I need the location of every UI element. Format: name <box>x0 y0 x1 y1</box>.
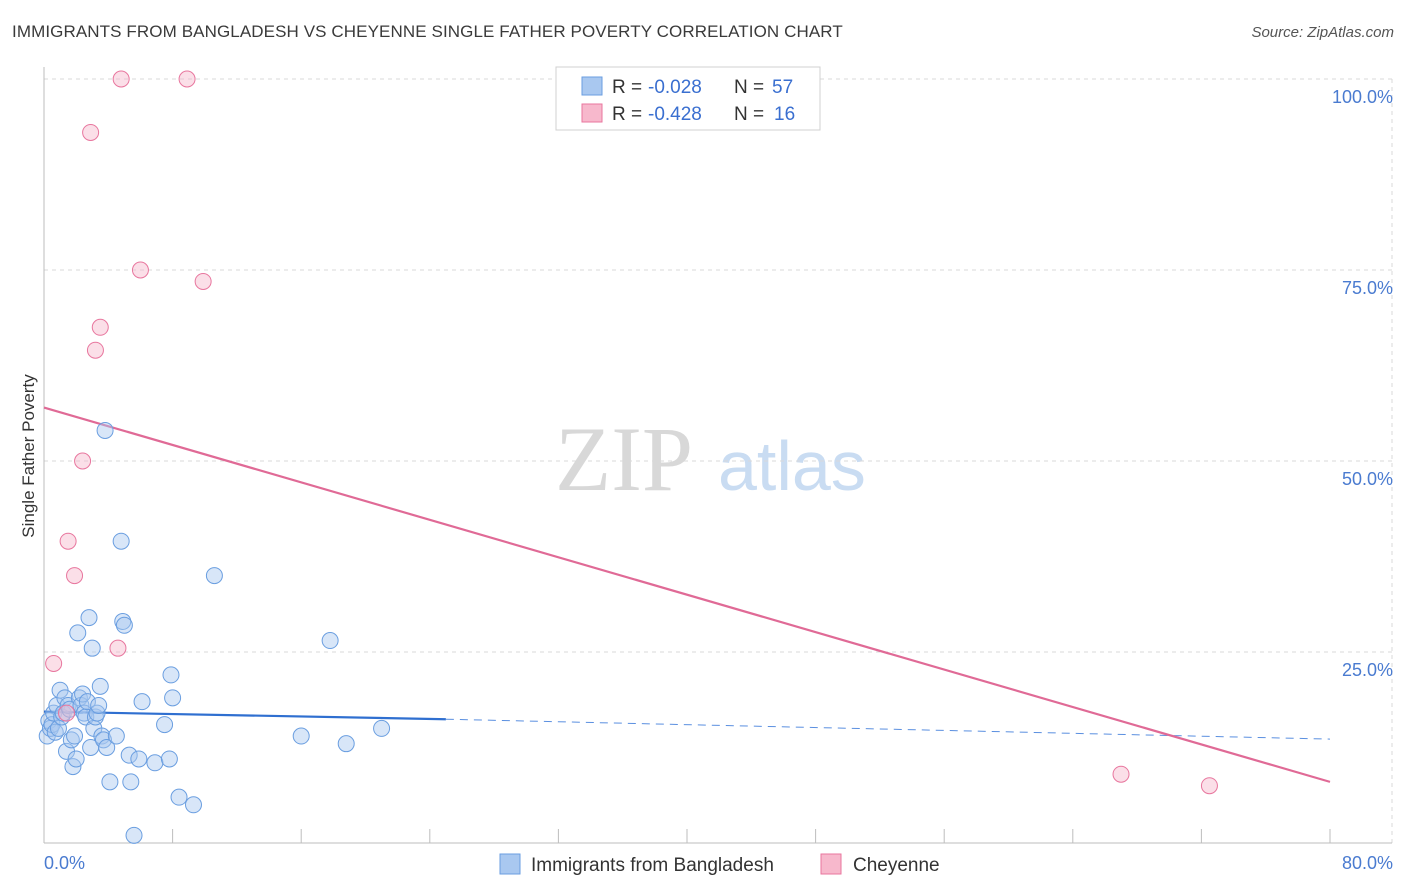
stats-n-value-1: 57 <box>772 77 793 98</box>
stats-r-value-1: -0.028 <box>648 77 702 98</box>
point-bangladesh <box>373 719 391 737</box>
point-bangladesh <box>133 693 151 711</box>
legend-label-cheyenne: Cheyenne <box>853 855 940 876</box>
point-cheyenne <box>86 341 104 359</box>
chart-title: IMMIGRANTS FROM BANGLADESH VS CHEYENNE S… <box>12 22 843 41</box>
point-cheyenne <box>131 261 149 279</box>
trend-line-bangladesh <box>43 710 446 721</box>
point-bangladesh <box>66 727 84 745</box>
trend-line-bangladesh-extension <box>445 718 1331 740</box>
point-cheyenne <box>112 70 130 88</box>
point-cheyenne <box>194 272 212 290</box>
legend-swatch-cheyenne <box>820 853 842 875</box>
point-bangladesh <box>80 609 98 627</box>
trend-line-cheyenne <box>43 406 1331 783</box>
point-bangladesh <box>120 746 138 764</box>
point-bangladesh <box>101 773 119 791</box>
point-bangladesh <box>337 735 355 753</box>
point-cheyenne <box>59 532 77 550</box>
point-cheyenne <box>74 452 92 470</box>
gridlines <box>44 78 1393 843</box>
stats-n-label-1: N = <box>734 77 764 98</box>
point-bangladesh <box>156 716 174 734</box>
point-bangladesh <box>292 727 310 745</box>
y-axis-title: Single Father Poverty <box>19 374 38 538</box>
point-bangladesh <box>160 750 178 768</box>
point-bangladesh <box>90 696 108 714</box>
point-bangladesh <box>146 754 164 772</box>
point-bangladesh <box>49 719 67 737</box>
point-bangladesh <box>78 693 96 711</box>
point-bangladesh <box>205 567 223 585</box>
point-cheyenne <box>58 704 76 722</box>
point-cheyenne <box>82 123 100 141</box>
point-bangladesh <box>91 677 109 695</box>
stats-r-label-1: R = <box>612 77 642 98</box>
stats-n-label-2: N = <box>734 104 764 125</box>
point-bangladesh <box>96 421 114 439</box>
point-bangladesh <box>107 727 125 745</box>
watermark-atlas: atlas <box>718 427 866 505</box>
point-bangladesh <box>98 739 116 756</box>
point-cheyenne <box>66 567 84 585</box>
legend-swatch-bangladesh <box>499 853 521 875</box>
stats-legend-swatch-blue <box>581 76 603 96</box>
point-bangladesh <box>122 773 140 791</box>
x-tick-label-start: 0.0% <box>44 853 85 873</box>
tick-labels: 100.0% 75.0% 50.0% 25.0% 0.0% 80.0% <box>44 87 1393 873</box>
legend-label-bangladesh: Immigrants from Bangladesh <box>531 855 774 876</box>
bottom-legend: Immigrants from Bangladesh Cheyenne <box>499 853 940 876</box>
point-cheyenne <box>1200 777 1218 795</box>
point-bangladesh <box>67 750 85 768</box>
watermark-zip: ZIP <box>555 408 693 510</box>
point-bangladesh <box>83 639 101 657</box>
point-cheyenne <box>1112 765 1130 783</box>
trend-lines <box>43 406 1331 783</box>
point-cheyenne <box>91 318 109 336</box>
stats-n-value-2: 16 <box>774 104 795 125</box>
point-cheyenne <box>178 70 196 88</box>
point-bangladesh <box>321 632 339 650</box>
axes <box>43 67 1392 844</box>
point-bangladesh <box>69 624 87 642</box>
point-bangladesh <box>170 788 188 806</box>
point-bangladesh <box>130 750 148 768</box>
point-bangladesh <box>184 796 202 814</box>
point-bangladesh <box>115 616 133 634</box>
point-bangladesh <box>112 532 130 550</box>
point-bangladesh <box>125 826 143 844</box>
stats-legend: R = -0.028 N = 57 R = -0.428 N = 16 <box>555 66 821 131</box>
stats-legend-swatch-pink <box>581 103 603 123</box>
point-cheyenne <box>45 654 63 672</box>
y-tick-label: 75.0% <box>1342 278 1393 298</box>
data-points <box>38 70 1218 844</box>
source-label: Source: ZipAtlas.com <box>1251 24 1394 41</box>
stats-r-value-2: -0.428 <box>648 104 702 125</box>
stats-r-label-2: R = <box>612 104 642 125</box>
point-bangladesh <box>164 689 182 707</box>
x-tick-label-end: 80.0% <box>1342 853 1393 873</box>
point-cheyenne <box>109 639 127 657</box>
y-tick-label: 25.0% <box>1342 660 1393 680</box>
y-tick-label: 50.0% <box>1342 469 1393 489</box>
point-bangladesh <box>162 666 180 684</box>
y-tick-label: 100.0% <box>1332 87 1393 107</box>
